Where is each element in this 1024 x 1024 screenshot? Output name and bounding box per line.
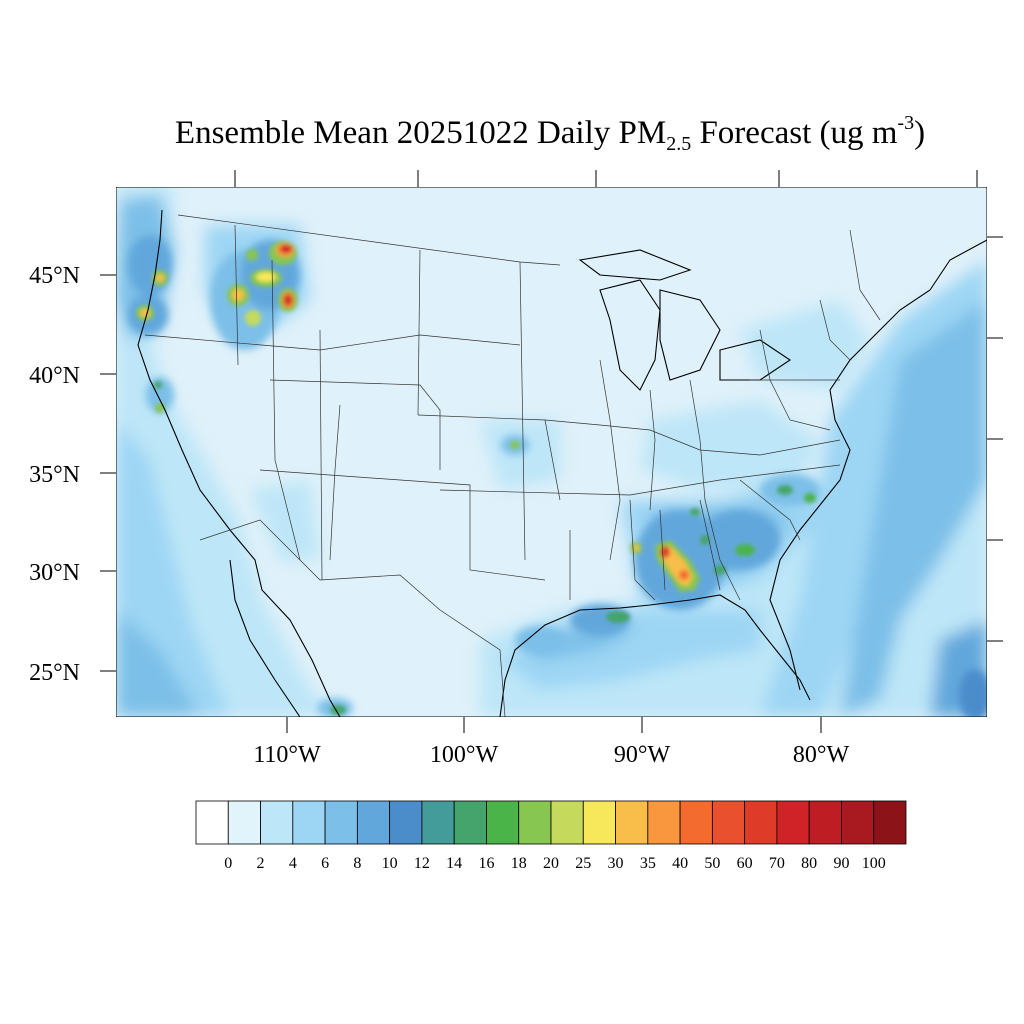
colorbar-tick-label: 14 bbox=[446, 855, 462, 872]
colorbar-tick-label: 90 bbox=[833, 855, 849, 872]
colorbar-tick-label: 100 bbox=[862, 855, 886, 872]
lat-label-45: 45°N bbox=[29, 263, 80, 289]
colorbar-tick-label: 2 bbox=[257, 855, 265, 872]
lon-label-80w: 80°W bbox=[793, 742, 850, 768]
lat-label-40: 40°N bbox=[29, 363, 80, 389]
colorbar-tick-label: 12 bbox=[414, 855, 430, 872]
colorbar-swatch bbox=[873, 800, 907, 845]
colorbar-swatch bbox=[260, 800, 294, 845]
map-panel bbox=[116, 187, 987, 717]
lat-label-25: 25°N bbox=[29, 660, 80, 686]
title-prefix: Ensemble Mean 20251022 Daily PM bbox=[174, 115, 667, 151]
colorbar-swatch bbox=[195, 800, 229, 845]
colorbar-tick-label: 80 bbox=[801, 855, 817, 872]
colorbar-swatch bbox=[776, 800, 810, 845]
longitude-labels: 110°W 100°W 90°W 80°W bbox=[253, 742, 849, 768]
colorbar-swatch bbox=[582, 800, 616, 845]
title-superscript: -3 bbox=[897, 112, 915, 134]
colorbar-swatch bbox=[356, 800, 391, 845]
colorbar-tick-label: 4 bbox=[289, 855, 297, 872]
colorbar-tick-label: 8 bbox=[353, 855, 361, 872]
lon-label-100w: 100°W bbox=[430, 742, 499, 768]
map-title: Ensemble Mean 20251022 Daily PM2.5 Forec… bbox=[0, 112, 1024, 156]
lon-label-110w: 110°W bbox=[253, 742, 321, 768]
colorbar-tick-label: 18 bbox=[511, 855, 527, 872]
colorbar-swatch bbox=[324, 800, 358, 845]
colorbar-swatch bbox=[292, 800, 326, 845]
title-subscript: 2.5 bbox=[666, 133, 692, 155]
colorbar-tick-label: 20 bbox=[543, 855, 559, 872]
colorbar-tick-label: 70 bbox=[769, 855, 785, 872]
colorbar-swatch bbox=[615, 800, 649, 845]
colorbar-tick-label: 6 bbox=[321, 855, 329, 872]
latitude-labels: 45°N 40°N 35°N 30°N 25°N bbox=[29, 263, 80, 686]
colorbar-swatch bbox=[227, 800, 261, 845]
colorbar-swatch bbox=[518, 800, 552, 845]
lat-label-30: 30°N bbox=[29, 560, 80, 586]
colorbar-tick-label: 35 bbox=[640, 855, 656, 872]
colorbar-tick-label: 0 bbox=[224, 855, 232, 872]
lon-ticks bbox=[286, 717, 822, 733]
lat-label-35: 35°N bbox=[29, 462, 80, 488]
colorbar-tick-label: 16 bbox=[478, 855, 494, 872]
lon-label-90w: 90°W bbox=[614, 742, 671, 768]
colorbar-swatch bbox=[453, 800, 487, 845]
colorbar-tick-label: 30 bbox=[608, 855, 624, 872]
colorbar-swatch bbox=[679, 800, 713, 845]
state-borders bbox=[144, 214, 881, 717]
colorbar-tick-label: 60 bbox=[737, 855, 753, 872]
colorbar-tick-label: 10 bbox=[382, 855, 398, 872]
title-middle: Forecast (ug m bbox=[691, 115, 898, 151]
map-ticks bbox=[234, 170, 1003, 642]
colorbar-swatch bbox=[421, 800, 455, 845]
colorbar-swatch bbox=[486, 800, 520, 845]
title-suffix: ) bbox=[914, 115, 926, 151]
colorbar-tick-label: 40 bbox=[672, 855, 688, 872]
lat-ticks bbox=[100, 274, 116, 672]
coastlines bbox=[137, 209, 987, 717]
colorbar-swatch bbox=[711, 800, 746, 845]
colorbar-swatch bbox=[744, 800, 778, 845]
colorbar-swatch bbox=[550, 800, 584, 845]
colorbar bbox=[195, 800, 907, 845]
colorbar-labels: 0 2 4 6 8 10 12 14 16 18 20 25 30 35 40 50 60 70 80 90 100 bbox=[224, 855, 885, 872]
colorbar-swatch bbox=[647, 800, 681, 845]
colorbar-tick-label: 50 bbox=[704, 855, 720, 872]
colorbar-swatch bbox=[808, 800, 842, 845]
colorbar-swatch bbox=[841, 800, 875, 845]
colorbar-swatch bbox=[389, 800, 423, 845]
colorbar-tick-label: 25 bbox=[575, 855, 591, 872]
